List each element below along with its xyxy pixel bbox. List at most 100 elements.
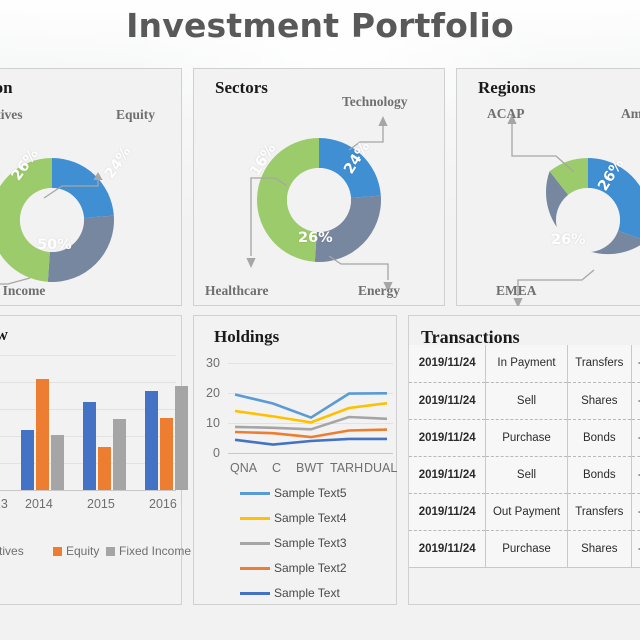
table-row[interactable]: 2019/11/24 Sell Bonds -: [409, 456, 640, 494]
table-row[interactable]: 2019/11/24 Out Payment Transfers -: [409, 493, 640, 531]
overview-xlabel-2013: 2013: [0, 497, 8, 511]
overview-legend-alternatives: Alternatives: [0, 544, 24, 558]
holdings-series-sample-text: [234, 437, 387, 446]
overview-legend-equity: Equity: [53, 544, 99, 558]
tx-date: 2019/11/24: [409, 493, 487, 531]
overview-gridline: [0, 355, 176, 356]
bar-2014-alternatives: [21, 430, 34, 490]
holdings-legend-sample-text4: Sample Text4: [240, 511, 347, 525]
holdings-ytick-0: 0: [213, 446, 220, 460]
transactions-table: 2019/11/24 In Payment Transfers - 2019/1…: [409, 345, 640, 568]
table-row[interactable]: 2019/11/24 Sell Shares -: [409, 382, 640, 420]
holdings-legend-label-1: Sample Text: [274, 586, 340, 600]
regions-label-americas: Americas: [621, 106, 640, 121]
tx-type: Purchase: [485, 530, 568, 568]
panel-allocation-title: Allocation: [0, 78, 13, 97]
regions-label-acap: ACAP: [487, 106, 525, 121]
holdings-gridline: [228, 363, 393, 364]
allocation-donut-chart: [0, 158, 115, 285]
tx-amount: -: [631, 530, 640, 568]
holdings-series-sample-text2: [234, 428, 388, 439]
holdings-ytick-10: 10: [206, 416, 220, 430]
holdings-legend-sample-text5: Sample Text5: [240, 486, 347, 500]
tx-type: Purchase: [485, 419, 568, 457]
tx-date: 2019/11/24: [409, 345, 487, 383]
holdings-series-sample-text4: [234, 401, 388, 424]
bar-2016-alternatives: [145, 391, 158, 490]
panel-transactions-title: Transactions: [421, 327, 520, 347]
panel-sectors-title: Sectors: [215, 78, 268, 97]
regions-donut-chart: [507, 114, 640, 306]
tx-asset: Shares: [567, 530, 632, 568]
tx-type: Out Payment: [485, 493, 568, 531]
tx-asset: Transfers: [567, 493, 632, 531]
holdings-ytick-20: 20: [206, 386, 220, 400]
holdings-legend-label-2: Sample Text2: [274, 561, 347, 575]
bar-2015-fixed-income: [113, 419, 126, 490]
allocation-label-alternatives: Alternatives: [0, 107, 23, 122]
legend-line-sample-text4-icon: [240, 516, 270, 520]
allocation-fixed-income-pct: 50%: [37, 237, 72, 253]
holdings-legend-sample-text3: Sample Text3: [240, 536, 347, 550]
bar-2016-equity: [160, 418, 173, 490]
tx-asset: Transfers: [567, 345, 632, 383]
overview-legend-label-equity: Equity: [66, 544, 100, 558]
panel-regions-title: Regions: [478, 78, 536, 97]
holdings-series-sample-text5: [234, 392, 388, 420]
tx-amount: -: [631, 493, 640, 531]
allocation-label-fixed-income: Fixed Income: [0, 283, 46, 298]
holdings-line-chart: [234, 392, 388, 446]
legend-line-sample-text-icon: [240, 591, 270, 595]
overview-xlabel-2014: 2014: [25, 497, 53, 511]
overview-axis-line: [0, 490, 176, 491]
sectors-label-technology: Technology: [342, 94, 408, 109]
tx-asset: Bonds: [567, 419, 632, 457]
table-row[interactable]: 2019/11/24 In Payment Transfers -: [409, 345, 640, 383]
transactions-table-body: 2019/11/24 In Payment Transfers - 2019/1…: [409, 345, 640, 568]
panel-holdings-title: Holdings: [214, 327, 280, 346]
legend-line-sample-text5-icon: [240, 491, 270, 495]
holdings-legend-label-5: Sample Text5: [274, 486, 347, 500]
bar-2014-fixed-income: [51, 435, 64, 490]
holdings-legend-sample-text: Sample Text: [240, 586, 340, 600]
sectors-label-healthcare: Healthcare: [205, 283, 269, 298]
regions-label-emea: EMEA: [496, 283, 537, 298]
tx-date: 2019/11/24: [409, 530, 487, 568]
tx-amount: -: [631, 456, 640, 494]
bar-2015-equity: [98, 447, 111, 490]
panel-overview-title: Overview: [0, 325, 8, 344]
tx-type: Sell: [485, 382, 568, 420]
tx-amount: -: [631, 345, 640, 383]
tx-date: 2019/11/24: [409, 419, 487, 457]
bar-2015-alternatives: [83, 402, 96, 490]
tx-date: 2019/11/24: [409, 382, 487, 420]
holdings-xlabel-tarh: TARH: [330, 461, 364, 475]
sectors-energy-pct: 26%: [298, 230, 333, 246]
tx-asset: Shares: [567, 382, 632, 420]
holdings-xlabel-bwt: BWT: [296, 461, 324, 475]
overview-legend-label-alternatives: Alternatives: [0, 544, 24, 558]
legend-line-sample-text2-icon: [240, 566, 270, 570]
holdings-legend-label-3: Sample Text3: [274, 536, 347, 550]
legend-swatch-fixed-income-icon: [106, 546, 115, 556]
sectors-label-energy: Energy: [358, 283, 400, 298]
legend-swatch-equity-icon: [53, 546, 62, 556]
holdings-xlabel-dual: DUAL: [364, 461, 398, 475]
tx-amount: -: [631, 419, 640, 457]
tx-asset: Bonds: [567, 456, 632, 494]
bar-2016-fixed-income: [175, 386, 188, 490]
overview-legend-fixed-income: Fixed Income: [106, 544, 191, 558]
overview-xlabel-2015: 2015: [87, 497, 115, 511]
allocation-label-equity: Equity: [116, 107, 156, 122]
tx-amount: -: [631, 382, 640, 420]
tx-date: 2019/11/24: [409, 456, 487, 494]
table-row[interactable]: 2019/11/24 Purchase Bonds -: [409, 419, 640, 457]
tx-type: In Payment: [485, 345, 568, 383]
table-row[interactable]: 2019/11/24 Purchase Shares -: [409, 530, 640, 568]
holdings-axis-line: [228, 453, 393, 454]
page-title: Investment Portfolio: [126, 6, 514, 45]
legend-line-sample-text3-icon: [240, 541, 270, 545]
holdings-series-sample-text3: [234, 415, 388, 431]
holdings-legend-sample-text2: Sample Text2: [240, 561, 347, 575]
